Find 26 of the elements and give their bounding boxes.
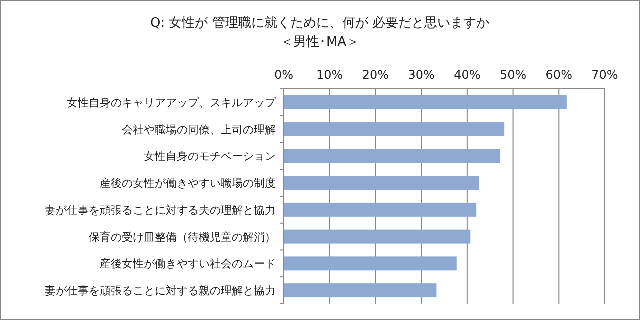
chart-title: Q: 女性が 管理職に就くために、何が 必要だと思いますか (150, 16, 490, 31)
x-tick-label: 70% (592, 68, 618, 82)
x-tick-label: 40% (454, 68, 481, 82)
y-tick-label: 産後の女性が働きやすい職場の制度 (100, 177, 276, 190)
bar (284, 176, 480, 190)
y-tick-label: 会社や職場の同僚、上司の理解 (122, 123, 276, 136)
x-tick-label: 20% (362, 68, 390, 82)
x-tick-label: 10% (316, 68, 344, 82)
y-tick-label: 女性自身のモチベーション (144, 150, 276, 164)
bar (284, 202, 477, 217)
x-tick-label: 30% (408, 68, 435, 82)
bar (284, 122, 505, 136)
bar (284, 256, 457, 271)
bar (284, 230, 471, 244)
y-tick-label: 妻が仕事を頑張ることに対する親の理解と協力 (45, 284, 276, 298)
y-tick-label: 女性自身のキャリアアップ、スキルアップ (67, 96, 277, 110)
bar (284, 149, 500, 164)
bar (284, 95, 567, 110)
y-tick-label: 妻が仕事を頑張ることに対する夫の理解と協力 (45, 204, 276, 217)
chart-subtitle: ＜男性･MA＞ (280, 35, 360, 50)
y-tick-label: 産後女性が働きやすい社会のムード (100, 258, 276, 271)
x-tick-label: 60% (546, 68, 572, 82)
x-tick-label: 50% (500, 68, 527, 82)
bar (284, 284, 437, 298)
x-tick-label: 0% (274, 68, 294, 82)
y-tick-label: 保育の受け皿整備（待機児童の解消） (89, 230, 276, 244)
